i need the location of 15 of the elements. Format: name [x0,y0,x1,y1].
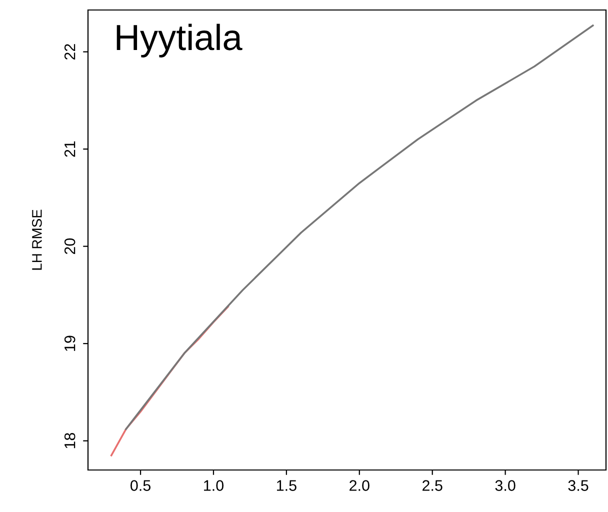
y-tick-label: 18 [64,432,76,448]
x-tick-label: 3.0 [495,480,516,491]
x-tick-label: 3.5 [568,480,588,491]
chart-title: Hyytiala [116,24,242,58]
y-axis-title: LH RMSE [32,210,42,270]
x-tick-label: 2.5 [422,480,442,491]
line-series [110,306,229,456]
x-tick-label: 1.0 [204,480,224,491]
x-tick-label: 0.5 [130,480,151,491]
y-tick-label: 20 [64,238,76,254]
x-tick-label: 2.0 [350,480,370,491]
y-tick-label: 21 [64,141,76,157]
y-tick-label: 22 [64,44,76,60]
x-tick-label: 1.5 [276,480,296,491]
y-tick-label: 19 [64,336,76,351]
